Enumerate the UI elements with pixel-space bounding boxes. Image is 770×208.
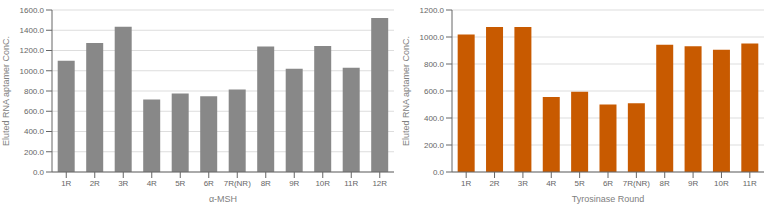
svg-text:200.0: 200.0 (24, 148, 45, 157)
svg-text:0.0: 0.0 (33, 168, 45, 177)
svg-text:1200.0: 1200.0 (20, 46, 45, 55)
svg-text:α-MSH: α-MSH (209, 194, 237, 204)
svg-text:3R: 3R (118, 179, 128, 188)
svg-text:6R: 6R (204, 179, 214, 188)
svg-text:200.0: 200.0 (424, 141, 445, 150)
svg-text:400.0: 400.0 (24, 127, 45, 136)
svg-text:5R: 5R (575, 179, 585, 188)
svg-text:800.0: 800.0 (424, 60, 445, 69)
svg-text:1R: 1R (461, 179, 471, 188)
svg-text:600.0: 600.0 (24, 107, 45, 116)
svg-text:2R: 2R (90, 179, 100, 188)
svg-text:Tyrosinase Round: Tyrosinase Round (572, 194, 645, 204)
svg-text:12R: 12R (372, 179, 387, 188)
svg-text:800.0: 800.0 (24, 87, 45, 96)
svg-text:9R: 9R (289, 179, 299, 188)
svg-text:1600.0: 1600.0 (20, 6, 45, 15)
svg-text:11R: 11R (743, 179, 757, 188)
svg-text:1R: 1R (61, 179, 71, 188)
svg-text:600.0: 600.0 (424, 87, 445, 96)
svg-text:1000.0: 1000.0 (20, 67, 45, 76)
svg-text:0.0: 0.0 (433, 168, 445, 177)
svg-text:Eluted RNA aptamer ConC.: Eluted RNA aptamer ConC. (8, 36, 11, 146)
svg-text:400.0: 400.0 (424, 114, 445, 123)
svg-text:5R: 5R (175, 179, 185, 188)
svg-text:8R: 8R (660, 179, 670, 188)
svg-text:11R: 11R (344, 179, 358, 188)
svg-text:10R: 10R (315, 179, 330, 188)
svg-text:7R(NR): 7R(NR) (224, 179, 251, 188)
svg-text:2R: 2R (489, 179, 499, 188)
svg-text:1000.0: 1000.0 (420, 33, 445, 42)
svg-text:1400.0: 1400.0 (20, 26, 45, 35)
svg-text:6R: 6R (603, 179, 613, 188)
svg-text:7R(NR): 7R(NR) (623, 179, 650, 188)
svg-text:4R: 4R (546, 179, 556, 188)
svg-text:8R: 8R (261, 179, 271, 188)
svg-text:4R: 4R (147, 179, 157, 188)
svg-text:1200.0: 1200.0 (420, 6, 445, 15)
svg-text:9R: 9R (688, 179, 698, 188)
svg-text:10R: 10R (714, 179, 729, 188)
svg-text:Eluted RNA aptamer ConC.: Eluted RNA aptamer ConC. (401, 36, 411, 146)
svg-text:3R: 3R (518, 179, 528, 188)
